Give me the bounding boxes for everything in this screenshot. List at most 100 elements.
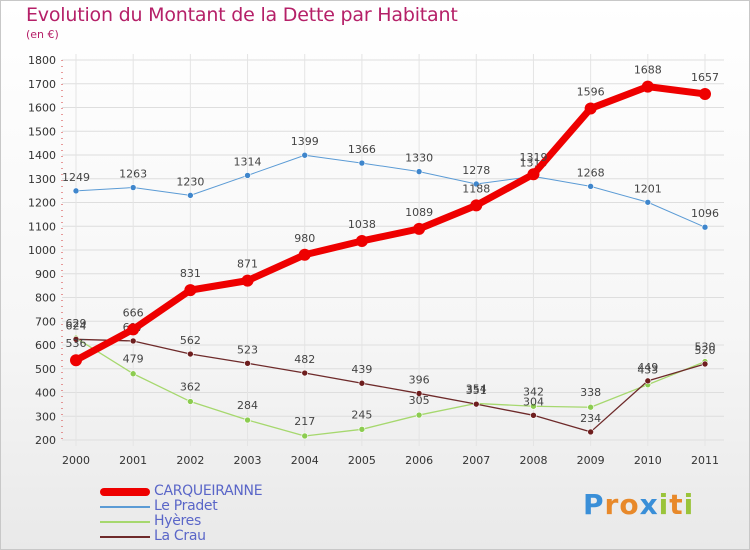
data-point	[298, 248, 311, 261]
logo-letter: i	[683, 488, 695, 521]
data-point	[415, 390, 423, 397]
x-tick-label: 2006	[405, 454, 433, 467]
data-point	[129, 337, 137, 345]
series-line-hy-res	[75, 337, 706, 437]
y-tick-label: 1500	[28, 125, 56, 138]
data-point	[358, 426, 366, 433]
data-point	[72, 335, 80, 343]
data-label: 284	[237, 399, 258, 412]
data-point	[470, 199, 483, 212]
legend-swatch	[100, 521, 150, 523]
data-point	[701, 360, 709, 368]
y-tick-label: 200	[35, 434, 56, 447]
y-tick-label: 900	[35, 268, 56, 281]
data-label: 396	[409, 373, 430, 386]
legend-swatch	[100, 536, 150, 538]
data-point	[472, 400, 480, 408]
data-point	[301, 151, 309, 159]
data-point	[587, 403, 594, 411]
data-label: 562	[180, 334, 201, 347]
data-point	[70, 354, 82, 367]
data-label: 354	[466, 382, 487, 395]
logo-letter: P	[583, 488, 605, 521]
logo-letter: x	[639, 488, 659, 521]
data-point	[472, 180, 480, 188]
data-point	[415, 168, 423, 175]
y-tick-label: 1700	[28, 78, 56, 91]
data-label: 1038	[348, 218, 376, 231]
data-point	[72, 187, 80, 195]
data-point	[641, 80, 654, 93]
data-point	[587, 183, 594, 190]
legend-swatch	[100, 488, 150, 496]
y-tick-label: 1300	[28, 173, 56, 186]
y-tick-label: 1100	[28, 220, 56, 233]
data-label: 1089	[405, 206, 433, 219]
data-label: 871	[237, 258, 258, 271]
data-label: 1230	[176, 175, 204, 188]
data-label: 1596	[577, 85, 605, 98]
data-label: 304	[523, 395, 544, 408]
data-label: 305	[409, 394, 430, 407]
data-point	[129, 370, 137, 378]
x-tick-label: 2001	[119, 454, 147, 467]
y-tick-label: 1600	[28, 102, 56, 115]
y-tick-label: 600	[35, 339, 56, 352]
y-tick-label: 1400	[28, 149, 56, 162]
series-line-la-crau	[75, 338, 706, 433]
data-label: 536	[66, 337, 87, 350]
chart-subtitle: (en €)	[26, 28, 59, 41]
data-point	[184, 284, 197, 297]
data-label: 1330	[405, 152, 433, 165]
data-point	[699, 87, 711, 100]
data-label: 1688	[634, 64, 662, 77]
x-tick-label: 2009	[577, 454, 605, 467]
data-point	[701, 223, 709, 231]
data-point	[584, 102, 597, 115]
data-point	[644, 198, 652, 206]
data-label: 1399	[291, 135, 319, 148]
data-point	[587, 428, 594, 436]
logo-letter: r	[604, 488, 620, 521]
data-label: 1249	[62, 171, 90, 184]
data-point	[527, 168, 540, 181]
legend-label: La Crau	[154, 528, 206, 544]
data-label: 479	[123, 353, 144, 366]
data-label: 338	[580, 386, 601, 399]
x-tick-label: 2008	[519, 454, 547, 467]
x-tick-label: 2010	[634, 454, 662, 467]
data-label: 1188	[462, 182, 490, 195]
data-label: 342	[523, 385, 544, 398]
data-label: 245	[351, 408, 372, 421]
chart-title: Evolution du Montant de la Dette par Hab…	[26, 4, 458, 26]
y-tick-label: 1000	[28, 244, 56, 257]
data-label: 629	[66, 317, 87, 330]
data-point	[644, 377, 652, 385]
y-tick-label: 500	[35, 363, 56, 376]
data-point	[241, 274, 254, 287]
x-tick-label: 2003	[234, 454, 262, 467]
logo-letter: i	[658, 488, 670, 521]
data-point	[187, 398, 194, 405]
logo-letter: o	[619, 488, 640, 521]
data-label: 1263	[119, 168, 147, 181]
data-point	[358, 159, 366, 167]
legend-label: CARQUEIRANNE	[154, 483, 263, 499]
data-point	[415, 411, 423, 419]
data-point	[244, 359, 251, 367]
data-label: 520	[695, 344, 716, 357]
x-tick-label: 2007	[462, 454, 490, 467]
data-label: 1268	[577, 166, 605, 179]
data-label: 1657	[691, 71, 719, 84]
data-point	[127, 323, 140, 336]
data-label: 523	[237, 343, 258, 356]
data-label: 1096	[691, 207, 719, 220]
legend-label: Le Pradet	[154, 498, 218, 514]
x-tick-label: 2004	[291, 454, 319, 467]
x-tick-label: 2005	[348, 454, 376, 467]
data-label: 351	[466, 384, 487, 397]
x-tick-label: 2011	[691, 454, 719, 467]
series-line-le-pradet	[75, 154, 706, 228]
logo-letter: t	[669, 488, 684, 521]
